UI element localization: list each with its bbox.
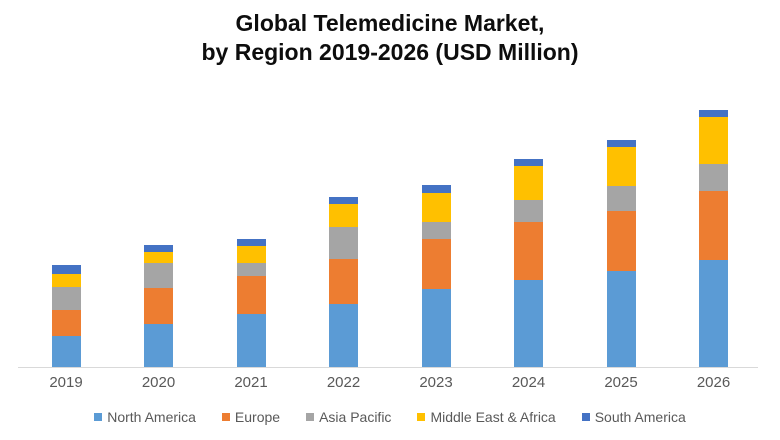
bar-segment-south-america: [606, 140, 636, 147]
bar-segment-middle-east-africa: [236, 246, 266, 263]
bar-2023: [421, 185, 451, 367]
bar-segment-europe: [606, 211, 636, 271]
bar-segment-europe: [329, 259, 358, 304]
bar-segment-south-america: [699, 110, 728, 117]
x-axis-label-2023: 2023: [419, 374, 453, 391]
bar-segment-asia-pacific: [514, 200, 543, 222]
bar-2025: [606, 140, 636, 367]
bar-segment-middle-east-africa: [514, 166, 543, 200]
x-axis-label-2026: 2026: [696, 374, 731, 391]
x-axis-label-2022: 2022: [326, 374, 361, 391]
legend-label-north-america: North America: [107, 409, 196, 425]
legend-swatch-south-america: [581, 413, 590, 421]
legend-swatch-europe: [221, 413, 230, 421]
x-axis-label-2019: 2019: [49, 374, 83, 391]
bar-segment-south-america: [51, 265, 81, 274]
legend-swatch-north-america: [94, 413, 103, 421]
x-axis-label-2024: 2024: [511, 374, 546, 391]
bar-segment-europe: [51, 310, 81, 336]
x-axis-label-2020: 2020: [141, 374, 176, 391]
chart-title-line2: by Region 2019-2026 (USD Million): [201, 39, 579, 65]
legend-item-north-america: North America: [94, 409, 196, 425]
legend-item-south-america: South America: [581, 409, 686, 425]
legend-label-asia-pacific: Asia Pacific: [319, 409, 392, 425]
bar-segment-north-america: [51, 336, 81, 367]
bar-2022: [329, 197, 358, 367]
chart-title: Global Telemedicine Market, by Region 20…: [0, 9, 780, 67]
bar-segment-north-america: [606, 271, 636, 367]
legend-item-middle-east-africa: Middle East & Africa: [417, 409, 556, 425]
bar-segment-middle-east-africa: [329, 204, 358, 227]
bar-2024: [514, 159, 543, 367]
bar-segment-middle-east-africa: [421, 193, 451, 222]
bar-segment-europe: [514, 222, 543, 280]
bar-segment-europe: [421, 239, 451, 289]
bar-segment-europe: [144, 288, 173, 324]
legend-swatch-middle-east-africa: [417, 413, 426, 421]
bar-segment-north-america: [329, 304, 358, 367]
bar-2026: [699, 110, 728, 367]
legend-label-europe: Europe: [234, 409, 281, 425]
bar-segment-asia-pacific: [421, 222, 451, 239]
x-axis-label-2021: 2021: [234, 374, 268, 391]
bar-segment-north-america: [421, 289, 451, 367]
legend-label-south-america: South America: [594, 409, 686, 425]
bar-2021: [236, 239, 266, 367]
bar-segment-middle-east-africa: [606, 147, 636, 186]
bar-segment-south-america: [329, 197, 358, 204]
bar-2019: [51, 265, 81, 367]
bar-2020: [144, 245, 173, 367]
bar-segment-asia-pacific: [236, 263, 266, 276]
bar-segment-asia-pacific: [329, 227, 358, 259]
bar-segment-middle-east-africa: [699, 117, 728, 164]
bar-segment-europe: [236, 276, 266, 314]
legend-swatch-asia-pacific: [306, 413, 315, 421]
bar-segment-south-america: [236, 239, 266, 246]
bar-segment-south-america: [514, 159, 543, 166]
x-axis-line: [18, 367, 758, 368]
bar-segment-south-america: [144, 245, 173, 252]
bar-segment-asia-pacific: [51, 287, 81, 310]
bar-segment-middle-east-africa: [51, 274, 81, 287]
legend: North America Europe Asia Pacific Middle Ea…: [0, 409, 780, 425]
bar-segment-south-america: [421, 185, 451, 193]
x-axis-label-2025: 2025: [604, 374, 638, 391]
bar-segment-europe: [699, 191, 728, 260]
bar-segment-north-america: [699, 260, 728, 367]
bar-segment-asia-pacific: [144, 263, 173, 288]
chart-title-line1: Global Telemedicine Market,: [235, 10, 545, 36]
legend-item-europe: Europe: [221, 409, 281, 425]
bar-segment-asia-pacific: [606, 186, 636, 211]
legend-label-middle-east-africa: Middle East & Africa: [430, 409, 556, 425]
bar-segment-middle-east-africa: [144, 252, 173, 263]
bar-segment-north-america: [144, 324, 173, 367]
bar-segment-north-america: [514, 280, 543, 367]
bar-segment-asia-pacific: [699, 164, 728, 191]
bar-segment-north-america: [236, 314, 266, 367]
legend-item-asia-pacific: Asia Pacific: [306, 409, 391, 425]
